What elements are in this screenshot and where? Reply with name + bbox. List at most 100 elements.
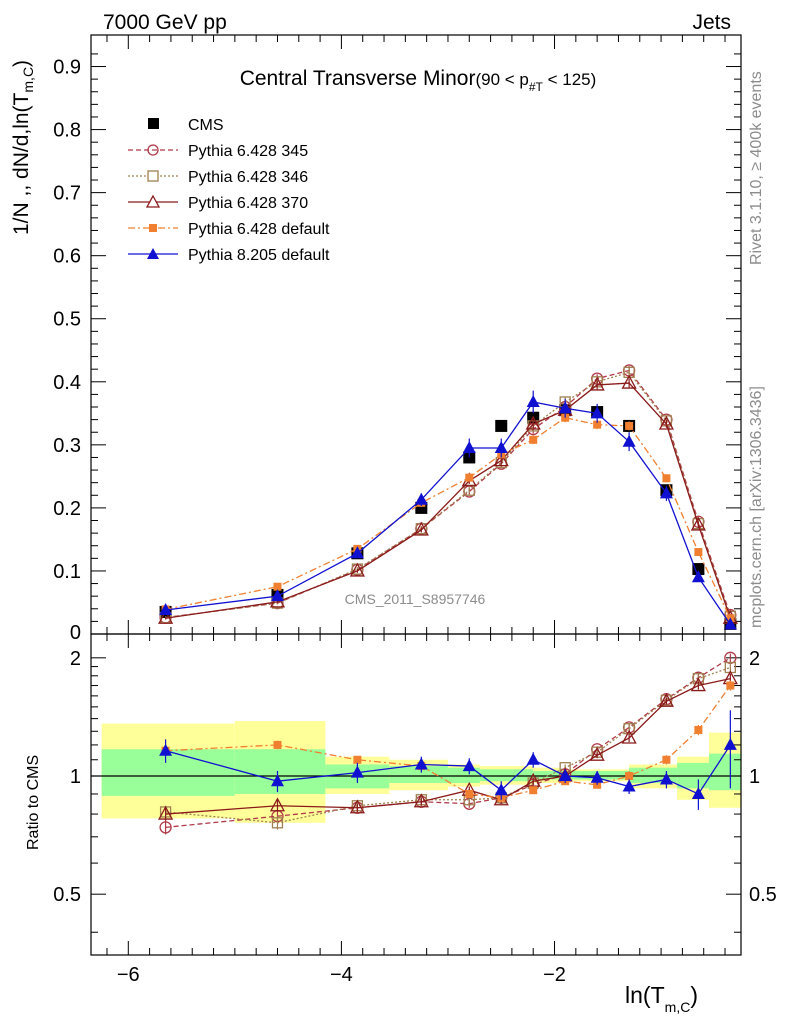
ratio-tick-label-right: 1 xyxy=(749,766,760,788)
ratio-point-pdef xyxy=(529,786,538,795)
ratio-point-p370 xyxy=(157,805,174,820)
main-point-p8 xyxy=(414,492,428,505)
main-point-p370 xyxy=(493,452,509,467)
ratio-tick-label-right: 2 xyxy=(749,648,760,670)
legend-label-pdef: Pythia 6.428 default xyxy=(188,221,330,238)
main-point-cms xyxy=(495,419,508,432)
ratio-point-p8 xyxy=(350,765,364,778)
ratio-point-p346 xyxy=(271,817,284,829)
main-point-p8 xyxy=(558,401,572,414)
main-point-pdef xyxy=(662,474,671,483)
ratio-point-p370 xyxy=(413,793,429,808)
y-tick-label: 0.4 xyxy=(53,372,81,394)
legend-marker-pdef xyxy=(149,224,157,232)
legend-marker-cms xyxy=(148,118,159,129)
main-point-p370 xyxy=(621,374,637,389)
ratio-plot-panel: −6 −4 −2 0.5 0.5 1 1 2 2 xyxy=(53,35,777,986)
ratio-point-p8 xyxy=(723,737,737,750)
ratio-point-p8 xyxy=(494,783,508,796)
main-point-pdef xyxy=(529,435,538,444)
ratio-point-p8 xyxy=(659,772,673,785)
ratio-point-pdef xyxy=(726,681,735,690)
main-point-pdef xyxy=(593,420,602,429)
y-tick-label: 0.2 xyxy=(53,498,81,520)
legend-marker-p346 xyxy=(147,170,159,182)
y-tick-label: 0.5 xyxy=(53,309,81,331)
y-tick-label: 0.8 xyxy=(53,120,81,142)
y-tick-label: 0.3 xyxy=(53,435,81,457)
main-point-p370 xyxy=(525,415,541,430)
ratio-point-p8 xyxy=(590,770,604,783)
ratio-tick-label-right: 0.5 xyxy=(749,884,777,906)
main-point-p8 xyxy=(659,486,673,499)
y-axis-title: 1/N ,, dN/d,ln(Tm,C) xyxy=(10,60,36,235)
rivet-version-label: Rivet 3.1.10, ≥ 400k events xyxy=(748,71,765,265)
analysis-watermark: CMS_2011_S8957746 xyxy=(345,591,486,607)
ratio-point-p370 xyxy=(658,692,675,707)
ratio-point-p8 xyxy=(526,752,540,765)
energy-label: 7000 GeV pp xyxy=(103,11,227,34)
main-plot-panel: 0.1 0.2 0.3 0.4 0.5 0.6 0.7 0.8 0.9 0 xyxy=(53,34,742,644)
main-point-p8 xyxy=(590,406,604,419)
y-tick-label: 0.9 xyxy=(53,57,81,79)
uncertainty-band-inner xyxy=(234,749,326,794)
ratio-point-p8 xyxy=(462,759,476,772)
main-point-p8 xyxy=(270,589,284,602)
uncertainty-band-inner xyxy=(559,770,630,780)
ratio-point-pdef xyxy=(273,740,282,749)
ratio-point-pdef xyxy=(694,725,703,734)
ratio-point-p370 xyxy=(525,772,541,787)
ratio-point-p8 xyxy=(414,757,428,770)
x-tick-label: −6 xyxy=(117,964,140,986)
ratio-point-p8 xyxy=(270,774,284,787)
ratio-point-pdef xyxy=(353,755,362,764)
y-tick-label-zero: 0 xyxy=(70,622,81,644)
ratio-axis-title: Ratio to CMS xyxy=(25,755,42,850)
uncertainty-band-inner xyxy=(709,753,741,791)
main-point-p370 xyxy=(589,376,605,391)
ratio-tick-label-left: 2 xyxy=(70,648,81,670)
chart-title: Central Transverse Minor(90 < p#T < 125) xyxy=(240,67,597,94)
main-point-cms xyxy=(692,563,705,576)
mcplots-label: mcplots.cern.ch [arXiv:1306.3436] xyxy=(748,386,765,628)
main-point-p8 xyxy=(691,570,705,583)
ratio-point-pdef xyxy=(662,755,671,764)
main-point-p8 xyxy=(723,617,737,630)
legend-label-p346: Pythia 6.428 346 xyxy=(188,169,308,186)
main-line-p346 xyxy=(165,371,731,619)
ratio-point-p8 xyxy=(622,779,636,792)
main-line-pdef xyxy=(165,417,731,619)
ratio-plot-frame xyxy=(90,633,742,956)
main-point-p370 xyxy=(349,562,365,577)
x-tick-label: −4 xyxy=(330,964,353,986)
main-line-p345 xyxy=(165,369,731,619)
main-point-p8 xyxy=(159,603,173,616)
jets-label: Jets xyxy=(692,11,731,34)
main-point-pdef xyxy=(694,548,703,557)
ratio-point-p8 xyxy=(691,786,705,799)
ratio-tick-label-left: 0.5 xyxy=(53,884,81,906)
uncertainty-band-inner xyxy=(479,769,534,782)
ratio-point-p8 xyxy=(558,769,572,782)
ratio-point-p370 xyxy=(349,799,365,814)
legend-label-p370: Pythia 6.428 370 xyxy=(188,195,308,212)
main-point-p370 xyxy=(690,516,706,531)
legend-label-p345: Pythia 6.428 345 xyxy=(188,143,308,160)
x-axis-title: ln(Tm,C) xyxy=(625,982,698,1015)
main-point-pdef xyxy=(625,421,634,430)
ratio-point-p370 xyxy=(589,746,605,761)
ratio-point-p370 xyxy=(690,677,706,692)
main-point-p370 xyxy=(658,415,675,430)
legend: CMS Pythia 6.428 345 Pythia 6.428 346 Py… xyxy=(128,117,330,264)
main-point-p8 xyxy=(526,394,540,407)
y-tick-label: 0.1 xyxy=(53,561,81,583)
ratio-point-p370 xyxy=(621,729,637,744)
ratio-point-p8 xyxy=(159,743,173,756)
legend-marker-p8 xyxy=(147,248,159,259)
main-point-p8 xyxy=(622,434,636,447)
main-point-p8 xyxy=(494,440,508,453)
y-tick-label: 0.7 xyxy=(53,183,81,205)
y-tick-label: 0.6 xyxy=(53,246,81,268)
ratio-point-p346 xyxy=(623,723,635,735)
